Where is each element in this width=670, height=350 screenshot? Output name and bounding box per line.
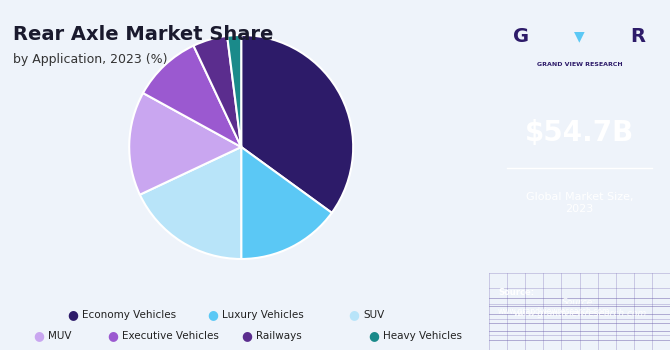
Text: Source:
www.grandviewresearch.com: Source: www.grandviewresearch.com: [513, 298, 646, 318]
Text: by Application, 2023 (%): by Application, 2023 (%): [13, 52, 168, 65]
Text: ▼: ▼: [574, 29, 585, 43]
Text: Global Market Size,
2023: Global Market Size, 2023: [526, 192, 633, 214]
Text: Source:: Source:: [498, 288, 534, 298]
Text: ●: ●: [208, 308, 218, 322]
Wedge shape: [194, 36, 241, 147]
Text: Luxury Vehicles: Luxury Vehicles: [222, 310, 304, 320]
Wedge shape: [241, 147, 332, 259]
Wedge shape: [143, 46, 241, 147]
Text: $54.7B: $54.7B: [525, 119, 634, 147]
Wedge shape: [241, 35, 353, 213]
Wedge shape: [129, 93, 241, 195]
Text: ●: ●: [67, 308, 78, 322]
Text: R: R: [630, 27, 646, 46]
Text: Rear Axle Market Share: Rear Axle Market Share: [13, 25, 274, 43]
Text: ●: ●: [107, 329, 118, 343]
Text: G: G: [513, 27, 529, 46]
Text: GRAND VIEW RESEARCH: GRAND VIEW RESEARCH: [537, 62, 622, 67]
Text: Economy Vehicles: Economy Vehicles: [82, 310, 176, 320]
Text: www.grandviewresearch.com: www.grandviewresearch.com: [498, 307, 610, 316]
Text: MUV: MUV: [48, 331, 72, 341]
Text: ●: ●: [34, 329, 44, 343]
Wedge shape: [227, 35, 241, 147]
Text: Heavy Vehicles: Heavy Vehicles: [383, 331, 462, 341]
Text: Executive Vehicles: Executive Vehicles: [122, 331, 219, 341]
Text: ●: ●: [348, 308, 359, 322]
Text: ●: ●: [369, 329, 379, 343]
Text: Railways: Railways: [256, 331, 302, 341]
Text: ●: ●: [241, 329, 252, 343]
Text: SUV: SUV: [363, 310, 385, 320]
Wedge shape: [140, 147, 241, 259]
